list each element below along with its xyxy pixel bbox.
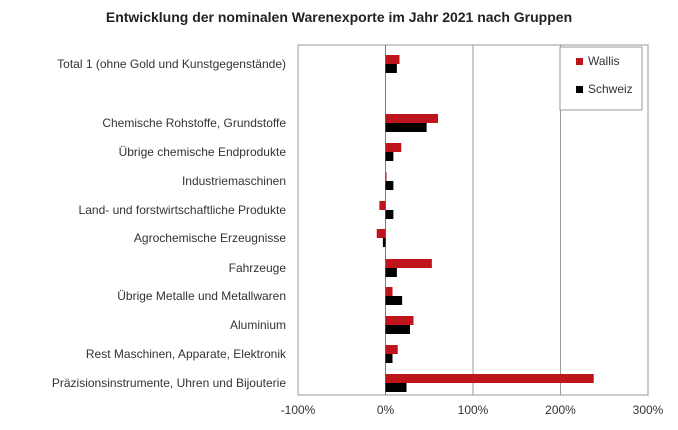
category-label-10: Präzisionsinstrumente, Uhren und Bijoute… [52, 376, 286, 390]
bar-schweiz-7 [385, 296, 403, 305]
category-label-3: Industriemaschinen [182, 174, 286, 188]
bar-schweiz-4 [385, 210, 394, 219]
legend-label-schweiz: Schweiz [588, 82, 633, 96]
x-tick-label-1: 0% [377, 403, 395, 417]
bar-schweiz-0 [385, 64, 397, 73]
category-labels: Total 1 (ohne Gold und Kunstgegenstände)… [52, 57, 287, 390]
category-label-5: Agrochemische Erzeugnisse [134, 231, 286, 245]
bar-wallis-9 [385, 345, 398, 354]
category-label-7: Übrige Metalle und Metallwaren [117, 289, 286, 303]
bar-wallis-10 [385, 374, 594, 383]
bar-schweiz-1 [385, 123, 427, 132]
legend-box [559, 46, 643, 111]
bar-wallis-8 [385, 316, 414, 325]
bar-wallis-3 [385, 172, 387, 181]
category-label-9: Rest Maschinen, Apparate, Elektronik [86, 347, 287, 361]
legend-swatch-wallis [576, 58, 583, 65]
bar-schweiz-3 [385, 181, 394, 190]
category-label-1: Chemische Rohstoffe, Grundstoffe [102, 116, 286, 130]
bar-schweiz-5 [382, 238, 386, 247]
bar-wallis-6 [385, 259, 432, 268]
category-label-8: Aluminium [230, 318, 286, 332]
bar-wallis-2 [385, 143, 402, 152]
x-tick-label-4: 300% [633, 403, 664, 417]
chart-title: Entwicklung der nominalen Warenexporte i… [106, 9, 572, 25]
bar-schweiz-2 [385, 152, 394, 161]
category-label-2: Übrige chemische Endprodukte [119, 145, 287, 159]
x-tick-label-3: 200% [545, 403, 576, 417]
category-label-6: Fahrzeuge [229, 261, 287, 275]
legend-label-wallis: Wallis [588, 54, 620, 68]
bar-schweiz-6 [385, 268, 397, 277]
bars [376, 55, 594, 392]
x-tick-labels: -100% 0% 100% 200% 300% [281, 403, 664, 417]
bar-schweiz-9 [385, 354, 393, 363]
legend-swatch-schweiz [576, 86, 583, 93]
x-tick-label-0: -100% [281, 403, 316, 417]
bar-wallis-5 [376, 229, 386, 238]
category-label-4: Land- und forstwirtschaftliche Produkte [79, 203, 287, 217]
legend: Wallis Schweiz [559, 46, 643, 111]
bar-schweiz-8 [385, 325, 410, 334]
bar-wallis-0 [385, 55, 400, 64]
bar-schweiz-10 [385, 383, 407, 392]
x-tick-label-2: 100% [458, 403, 489, 417]
bar-wallis-7 [385, 287, 393, 296]
category-label-0: Total 1 (ohne Gold und Kunstgegenstände) [57, 57, 286, 71]
bar-wallis-1 [385, 114, 438, 123]
bar-wallis-4 [379, 201, 386, 210]
